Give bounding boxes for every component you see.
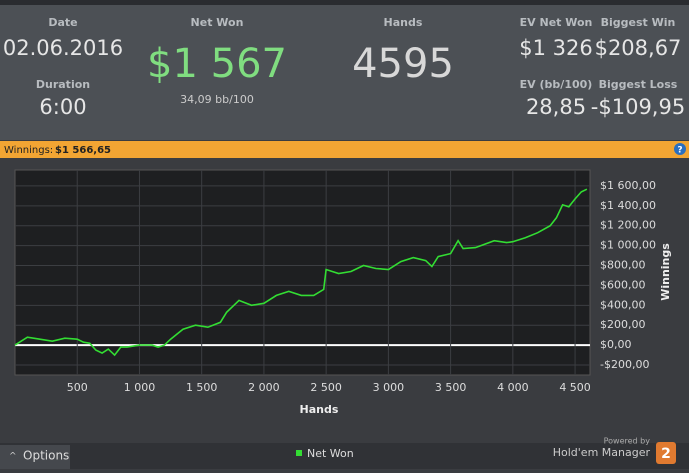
options-button[interactable] <box>0 445 70 469</box>
stat-label: Hands <box>384 16 423 29</box>
stat-value: 4595 <box>352 41 454 87</box>
stat-sub: 34,09 bb/100 <box>180 93 254 106</box>
stat-value: $1 567 <box>147 41 287 87</box>
help-button[interactable] <box>674 143 686 155</box>
y-tick-label: $800,00 <box>600 259 646 272</box>
stat-value: 6:00 <box>39 95 86 119</box>
x-tick-label: 4 000 <box>497 381 529 394</box>
y-tick-label: $1 600,00 <box>600 179 656 192</box>
banner-value: $1 566,65 <box>55 145 111 156</box>
options-arrow: ^ <box>9 452 17 462</box>
x-axis-label: Hands <box>300 403 339 416</box>
x-tick-label: 2 500 <box>310 381 342 394</box>
y-tick-label: $200,00 <box>600 318 646 331</box>
top-strip <box>0 0 689 5</box>
x-tick-label: 3 500 <box>435 381 467 394</box>
stat-label: Date <box>48 16 77 29</box>
brand-badge <box>656 442 676 464</box>
plot <box>14 170 590 375</box>
x-tick-label: 3 000 <box>373 381 405 394</box>
options-text: Options <box>23 449 69 463</box>
y-tick-label: $600,00 <box>600 278 646 291</box>
y-tick-label: -$200,00 <box>600 358 649 371</box>
banner-label: Winnings: <box>4 145 53 156</box>
stat-label: Duration <box>36 78 90 91</box>
x-tick-label: 4 500 <box>559 381 591 394</box>
stat-label: Net Won <box>191 16 244 29</box>
stat-label: EV Net Won <box>520 16 593 29</box>
stat-label: EV (bb/100) <box>520 78 593 91</box>
powered-by: Powered by <box>604 437 651 446</box>
y-axis-label: Winnings <box>659 243 672 301</box>
stat-label: Biggest Win <box>601 16 676 29</box>
x-tick-label: 2 000 <box>248 381 280 394</box>
x-tick-label: 1 500 <box>186 381 218 394</box>
brand: Hold'em Manager <box>553 446 651 459</box>
legend-swatch <box>296 450 302 456</box>
y-tick-label: $1 400,00 <box>600 199 656 212</box>
series-line <box>14 188 588 357</box>
x-tick-label: 500 <box>67 381 88 394</box>
y-tick-label: $1 000,00 <box>600 239 656 252</box>
plot-area <box>14 169 591 376</box>
stat-label: Biggest Loss <box>599 78 678 91</box>
stats-panel <box>0 5 689 140</box>
stat-value: 02.06.2016 <box>3 36 123 60</box>
y-tick-label: $400,00 <box>600 298 646 311</box>
legend-label: Net Won <box>307 447 354 460</box>
x-tick-label: 1 000 <box>124 381 156 394</box>
footer <box>0 443 689 469</box>
stat-value: -$109,95 <box>591 95 685 119</box>
stat-value: $208,67 <box>595 36 682 60</box>
y-tick-label: $0,00 <box>600 338 632 351</box>
stat-value: $1 326 <box>519 36 592 60</box>
y-tick-label: $1 200,00 <box>600 219 656 232</box>
stat-value: 28,85 <box>526 95 586 119</box>
help-text: ? <box>677 146 682 156</box>
banner <box>0 141 689 158</box>
badge-text: 2 <box>661 446 671 462</box>
